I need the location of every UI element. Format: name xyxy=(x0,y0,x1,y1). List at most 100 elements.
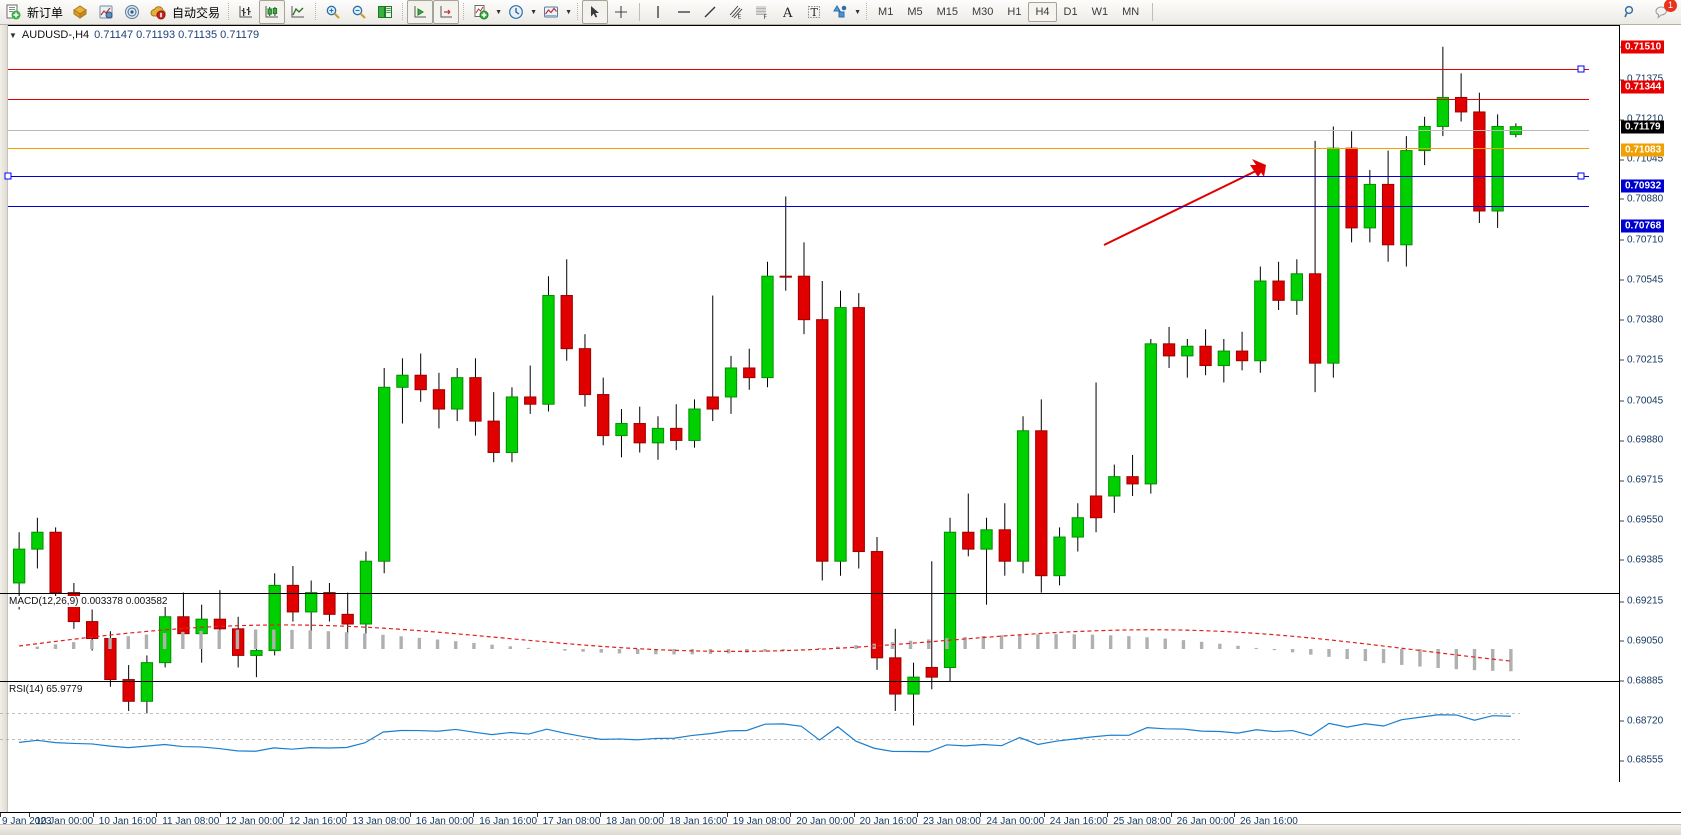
line-chart-icon[interactable] xyxy=(285,0,311,24)
search-icon[interactable] xyxy=(1617,0,1643,24)
templates-icon[interactable] xyxy=(538,0,564,24)
auto-scroll-icon[interactable] xyxy=(407,0,433,24)
timeframe-h1[interactable]: H1 xyxy=(1000,2,1028,22)
level-anchor-070932[interactable] xyxy=(5,173,12,180)
text-label-icon[interactable]: T xyxy=(801,0,827,24)
level-line-071344[interactable] xyxy=(8,99,1589,100)
macd-histogram-bar xyxy=(272,630,275,649)
alerts-icon[interactable]: 1 xyxy=(1649,0,1675,24)
chevron-down-icon[interactable]: ▼ xyxy=(564,1,573,23)
timeframe-d1[interactable]: D1 xyxy=(1057,2,1085,22)
rsi-pane[interactable]: RSI(14) 65.9779 100 80 50 15 xyxy=(0,681,1681,782)
chart-horizontal-scrollbar[interactable] xyxy=(0,824,1681,835)
level-line-070932[interactable] xyxy=(8,176,1589,177)
timeframe-m1[interactable]: M1 xyxy=(871,2,900,22)
timeframe-m30[interactable]: M30 xyxy=(965,2,1000,22)
auto-trading-label[interactable]: 自动交易 xyxy=(171,4,224,21)
crosshair-icon[interactable] xyxy=(608,0,634,24)
indicators-icon[interactable] xyxy=(468,0,494,24)
chart-menu-arrow-icon[interactable]: ▼ xyxy=(9,31,17,40)
cursor-icon[interactable] xyxy=(582,0,608,24)
candle xyxy=(1437,97,1448,126)
bar-chart-icon[interactable] xyxy=(233,0,259,24)
text-icon[interactable]: A xyxy=(775,0,801,24)
candle xyxy=(671,428,682,440)
new-order-label[interactable]: 新订单 xyxy=(26,4,67,21)
macd-histogram-bar xyxy=(345,632,348,649)
shapes-icon[interactable] xyxy=(827,0,853,24)
fibonacci-icon[interactable]: F xyxy=(749,0,775,24)
candle xyxy=(1054,537,1065,576)
zoom-in-icon[interactable] xyxy=(320,0,346,24)
timeframe-m5[interactable]: M5 xyxy=(900,2,929,22)
vertical-line-icon[interactable] xyxy=(645,0,671,24)
periods-icon[interactable] xyxy=(503,0,529,24)
notification-badge: 1 xyxy=(1664,0,1677,12)
price-tag-support-line[interactable]: 0.70932 xyxy=(1621,180,1664,193)
macd-histogram-bar xyxy=(1200,642,1203,649)
tile-windows-icon[interactable] xyxy=(372,0,398,24)
candle xyxy=(835,308,846,562)
price-tag-resistance-line[interactable]: 0.71344 xyxy=(1621,80,1664,93)
level-line-071083[interactable] xyxy=(8,148,1589,149)
timeframe-m15[interactable]: M15 xyxy=(930,2,965,22)
price-tick: 0.69880 xyxy=(1620,435,1663,446)
candle xyxy=(725,368,736,397)
macd-histogram-bar xyxy=(181,632,184,649)
new-order-icon[interactable] xyxy=(0,0,26,24)
time-tick-mark xyxy=(663,813,664,817)
level-anchor-070932-right[interactable] xyxy=(1578,173,1585,180)
timeframe-h4[interactable]: H4 xyxy=(1028,2,1056,22)
drawing-tools-group: E F A T ▼ xyxy=(582,0,862,24)
candle xyxy=(1017,431,1028,561)
price-tag-support-line[interactable]: 0.70768 xyxy=(1621,219,1664,232)
price-tag-resistance-line[interactable]: 0.71510 xyxy=(1621,40,1664,53)
candle xyxy=(744,368,755,378)
price-tick: 0.68720 xyxy=(1620,715,1663,726)
candle xyxy=(981,530,992,549)
price-axis[interactable]: 0.715100.713750.712100.710450.708800.707… xyxy=(1619,25,1681,781)
time-tick-mark xyxy=(29,813,30,817)
rsi-label: RSI(14) 65.9779 xyxy=(9,684,85,695)
candle xyxy=(525,397,536,404)
macd-histogram-bar xyxy=(163,633,166,649)
horizontal-line-icon[interactable] xyxy=(671,0,697,24)
expert-advisor-icon[interactable] xyxy=(67,0,93,24)
timeframe-mn[interactable]: MN xyxy=(1115,2,1146,22)
signals-icon[interactable] xyxy=(119,0,145,24)
macd-histogram-bar xyxy=(691,649,694,654)
macd-pane[interactable]: MACD(12,26,9) 0.003378 0.003582 0.004204… xyxy=(0,593,1681,682)
chart-shift-icon[interactable] xyxy=(433,0,459,24)
candlestick-chart-icon[interactable] xyxy=(259,0,285,24)
data-window-icon[interactable] xyxy=(93,0,119,24)
time-tick-mark xyxy=(283,813,284,817)
time-tick-mark xyxy=(156,813,157,817)
candle xyxy=(1072,518,1083,537)
zoom-out-icon[interactable] xyxy=(346,0,372,24)
level-anchor-071510[interactable] xyxy=(1578,66,1585,73)
macd-histogram-bar xyxy=(1491,649,1494,671)
chart-area[interactable]: ▼ AUDUSD-,H4 0.71147 0.71193 0.71135 0.7… xyxy=(0,25,1681,835)
macd-histogram-bar xyxy=(1182,640,1185,649)
equidistant-channel-icon[interactable]: E xyxy=(723,0,749,24)
level-line-071510[interactable] xyxy=(8,69,1589,70)
price-tag-last-price[interactable]: 0.71179 xyxy=(1621,120,1664,133)
chart-symbol-label: AUDUSD-,H4 xyxy=(22,29,89,41)
macd-histogram-bar xyxy=(927,639,930,649)
candle xyxy=(1200,346,1211,365)
chevron-down-icon[interactable]: ▼ xyxy=(529,1,538,23)
macd-histogram-bar xyxy=(1455,649,1458,669)
level-line-070768[interactable] xyxy=(8,206,1589,207)
macd-histogram-bar xyxy=(36,647,39,649)
chevron-down-icon[interactable]: ▼ xyxy=(494,1,503,23)
macd-histogram-bar xyxy=(1327,649,1330,657)
chevron-down-icon[interactable]: ▼ xyxy=(853,1,862,23)
macd-histogram-bar xyxy=(254,629,257,649)
auto-trading-icon[interactable] xyxy=(145,0,171,24)
time-tick-mark xyxy=(1234,813,1235,817)
price-tick: 0.70380 xyxy=(1620,314,1663,325)
price-tag-orange-level[interactable]: 0.71083 xyxy=(1621,143,1664,156)
time-tick-mark xyxy=(537,813,538,817)
timeframe-w1[interactable]: W1 xyxy=(1085,2,1116,22)
trendline-icon[interactable] xyxy=(697,0,723,24)
